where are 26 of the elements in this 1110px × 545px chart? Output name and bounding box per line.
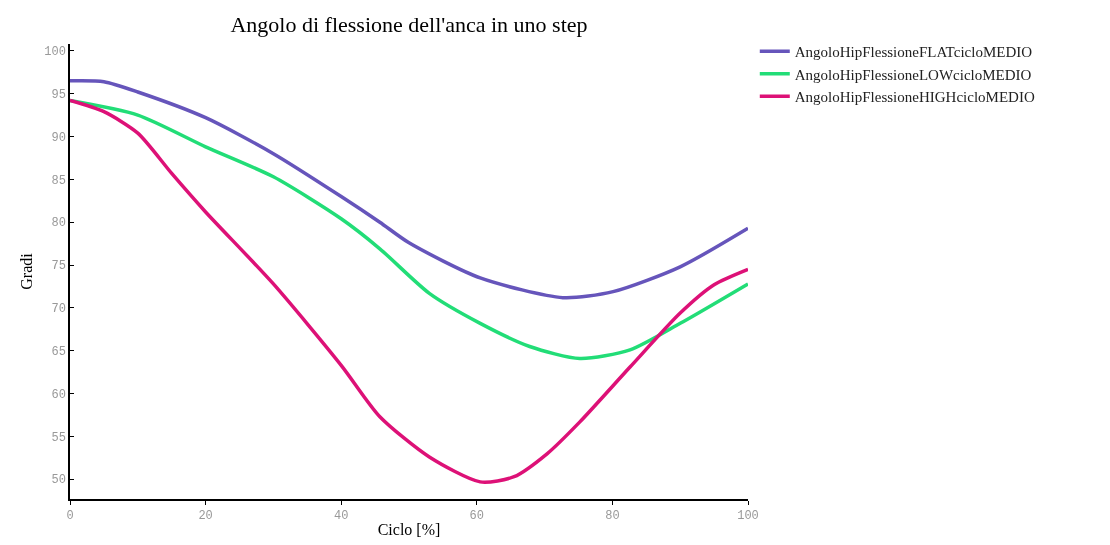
line-series bbox=[70, 98, 748, 484]
y-tick-label: 80 bbox=[51, 216, 66, 231]
x-tick-label: 80 bbox=[605, 509, 620, 524]
x-tick-label: 0 bbox=[66, 509, 74, 524]
legend-label: AngoloHipFlessioneHIGHcicloMEDIO bbox=[794, 89, 1035, 105]
x-tick-label: 100 bbox=[737, 509, 759, 524]
y-tick-label: 75 bbox=[51, 259, 66, 274]
x-tick-label: 60 bbox=[469, 509, 484, 524]
y-tick-label: 100 bbox=[44, 45, 66, 60]
x-tick-label: 20 bbox=[198, 509, 213, 524]
y-tick-label: 70 bbox=[51, 302, 66, 317]
y-tick-label: 60 bbox=[51, 387, 66, 402]
y-tick-label: 90 bbox=[51, 130, 66, 145]
y-tick-label: 50 bbox=[51, 473, 66, 488]
x-tick-label: 40 bbox=[334, 509, 349, 524]
y-tick-label: 85 bbox=[51, 173, 66, 188]
line-series bbox=[70, 79, 748, 300]
y-tick-label: 95 bbox=[51, 87, 66, 102]
legend-label: AngoloHipFlessioneFLATcicloMEDIO bbox=[794, 44, 1033, 60]
y-tick-label: 65 bbox=[51, 344, 66, 359]
y-axis-title: Gradi bbox=[17, 252, 35, 290]
chart-title: Angolo di flessione dell'anca in uno step bbox=[230, 11, 588, 37]
line-series bbox=[70, 98, 748, 361]
x-axis-title: Ciclo [%] bbox=[377, 521, 441, 539]
y-tick-label: 55 bbox=[51, 430, 66, 445]
legend-label: AngoloHipFlessioneLOWcicloMEDIO bbox=[794, 66, 1032, 83]
